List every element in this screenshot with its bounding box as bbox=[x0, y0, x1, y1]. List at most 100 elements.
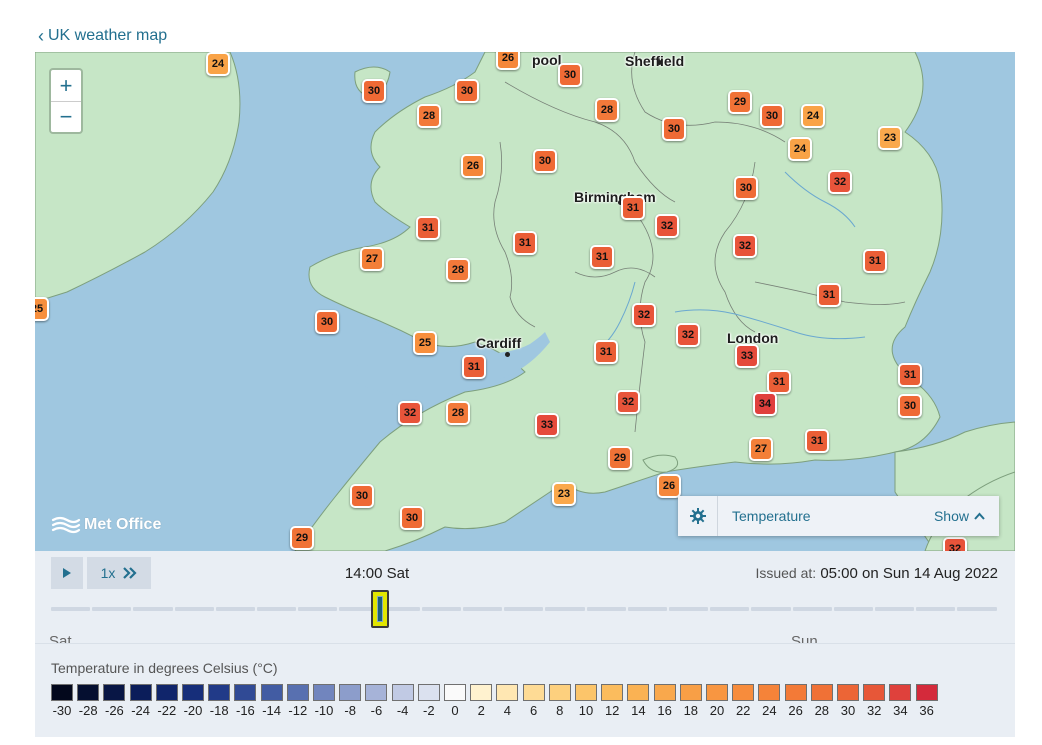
zoom-out-button[interactable]: − bbox=[51, 101, 81, 132]
legend-tick-label: 0 bbox=[451, 703, 459, 718]
legend-swatch bbox=[470, 684, 493, 701]
issued-at-value: 05:00 on Sun 14 Aug 2022 bbox=[820, 565, 998, 582]
zoom-control: + − bbox=[49, 68, 83, 134]
temperature-marker[interactable]: 30 bbox=[558, 63, 582, 87]
timeline-segment[interactable] bbox=[957, 607, 997, 611]
temperature-marker[interactable]: 29 bbox=[728, 90, 752, 114]
current-time: 14:00 Sat bbox=[344, 565, 410, 582]
temperature-marker[interactable]: 30 bbox=[350, 484, 374, 508]
temperature-marker[interactable]: 31 bbox=[767, 370, 791, 394]
temperature-marker[interactable]: 32 bbox=[616, 390, 640, 414]
temperature-marker[interactable]: 28 bbox=[595, 98, 619, 122]
temperature-marker[interactable]: 32 bbox=[655, 214, 679, 238]
temperature-marker[interactable]: 31 bbox=[817, 283, 841, 307]
temperature-marker[interactable]: 28 bbox=[446, 258, 470, 282]
temperature-marker[interactable]: 32 bbox=[943, 537, 967, 551]
timeline-segment[interactable] bbox=[463, 607, 503, 611]
timeline-segment[interactable] bbox=[133, 607, 173, 611]
temperature-marker[interactable]: 30 bbox=[315, 310, 339, 334]
temperature-marker[interactable]: 30 bbox=[400, 506, 424, 530]
temperature-marker[interactable]: 30 bbox=[760, 104, 784, 128]
temperature-marker[interactable]: 30 bbox=[898, 394, 922, 418]
temperature-marker[interactable]: 32 bbox=[398, 401, 422, 425]
temperature-marker[interactable]: 31 bbox=[590, 245, 614, 269]
timeline-segment[interactable] bbox=[916, 607, 956, 611]
temperature-marker[interactable]: 31 bbox=[513, 231, 537, 255]
timeline-segment[interactable] bbox=[380, 607, 420, 611]
temperature-marker[interactable]: 28 bbox=[446, 401, 470, 425]
legend-swatch bbox=[77, 684, 100, 701]
temperature-marker[interactable]: 30 bbox=[455, 79, 479, 103]
temperature-marker[interactable]: 31 bbox=[863, 249, 887, 273]
timeline-segment[interactable] bbox=[792, 607, 832, 611]
temperature-marker[interactable]: 31 bbox=[621, 196, 645, 220]
layer-settings-button[interactable] bbox=[678, 496, 718, 536]
play-button[interactable] bbox=[51, 557, 83, 589]
timeline-segment[interactable] bbox=[339, 607, 379, 611]
legend-tick-label: 14 bbox=[631, 703, 646, 718]
temperature-marker[interactable]: 31 bbox=[898, 363, 922, 387]
temperature-marker[interactable]: 23 bbox=[552, 482, 576, 506]
temperature-marker[interactable]: 32 bbox=[676, 323, 700, 347]
temperature-marker[interactable]: 30 bbox=[662, 117, 686, 141]
temperature-marker[interactable]: 27 bbox=[749, 437, 773, 461]
layer-show-toggle[interactable]: Show bbox=[934, 508, 999, 524]
temperature-marker[interactable]: 29 bbox=[608, 446, 632, 470]
temperature-marker[interactable]: 26 bbox=[657, 474, 681, 498]
legend-tick-label: 6 bbox=[529, 703, 538, 718]
temperature-marker[interactable]: 30 bbox=[734, 176, 758, 200]
temperature-marker[interactable]: 33 bbox=[735, 344, 759, 368]
back-link[interactable]: ‹ UK weather map bbox=[38, 25, 167, 47]
legend-title: Temperature in degrees Celsius (°C) bbox=[51, 660, 278, 676]
timeline-segment[interactable] bbox=[875, 607, 915, 611]
temperature-marker[interactable]: 27 bbox=[360, 247, 384, 271]
timeline-segment[interactable] bbox=[669, 607, 709, 611]
temperature-marker[interactable]: 24 bbox=[801, 104, 825, 128]
temperature-marker[interactable]: 31 bbox=[416, 216, 440, 240]
temperature-marker[interactable]: 31 bbox=[594, 340, 618, 364]
timeline-segment[interactable] bbox=[586, 607, 626, 611]
weather-map[interactable]: pool Sheffield Birmingham Cardiff London 24 2… bbox=[35, 52, 1015, 551]
timeline-segment[interactable] bbox=[298, 607, 338, 611]
temperature-marker[interactable]: 30 bbox=[533, 149, 557, 173]
temperature-marker[interactable]: 24 bbox=[206, 52, 230, 76]
temperature-marker[interactable]: 30 bbox=[362, 79, 386, 103]
temperature-marker[interactable]: 25 bbox=[413, 331, 437, 355]
temperature-marker[interactable]: 26 bbox=[461, 154, 485, 178]
timeline-segment[interactable] bbox=[833, 607, 873, 611]
timeline-segment[interactable] bbox=[751, 607, 791, 611]
temperature-marker[interactable]: 29 bbox=[290, 526, 314, 550]
met-office-logo-icon bbox=[51, 516, 81, 534]
legend-tick-label: -4 bbox=[396, 703, 409, 718]
temperature-marker[interactable]: 32 bbox=[733, 234, 757, 258]
timeline-segment[interactable] bbox=[545, 607, 585, 611]
temperature-marker[interactable]: 34 bbox=[753, 392, 777, 416]
timeline-segment[interactable] bbox=[51, 607, 91, 611]
temperature-marker[interactable]: 25 bbox=[35, 297, 49, 321]
timeline-segment[interactable] bbox=[174, 607, 214, 611]
timeline-segment[interactable] bbox=[421, 607, 461, 611]
speed-button[interactable]: 1x bbox=[87, 557, 151, 589]
layer-name: Temperature bbox=[732, 508, 811, 524]
legend-tick-label: -24 bbox=[131, 703, 150, 718]
timeline-segment[interactable] bbox=[215, 607, 255, 611]
timeline-segment[interactable] bbox=[92, 607, 132, 611]
temperature-marker[interactable]: 23 bbox=[878, 126, 902, 150]
timeline-segment[interactable] bbox=[627, 607, 667, 611]
zoom-in-button[interactable]: + bbox=[59, 72, 73, 98]
timeline-segment[interactable] bbox=[504, 607, 544, 611]
temperature-marker[interactable]: 33 bbox=[535, 413, 559, 437]
temperature-marker[interactable]: 31 bbox=[805, 429, 829, 453]
gear-icon bbox=[689, 508, 706, 524]
temperature-marker[interactable]: 28 bbox=[417, 104, 441, 128]
temperature-marker[interactable]: 32 bbox=[632, 303, 656, 327]
timeline-segment[interactable] bbox=[257, 607, 297, 611]
temperature-marker[interactable]: 26 bbox=[496, 52, 520, 70]
timeline-slider-handle[interactable] bbox=[371, 590, 389, 628]
place-dot bbox=[618, 200, 623, 205]
temperature-marker[interactable]: 31 bbox=[462, 355, 486, 379]
timeline-segment[interactable] bbox=[710, 607, 750, 611]
temperature-marker[interactable]: 32 bbox=[828, 170, 852, 194]
timeline-track[interactable] bbox=[51, 607, 998, 611]
temperature-marker[interactable]: 24 bbox=[788, 137, 812, 161]
